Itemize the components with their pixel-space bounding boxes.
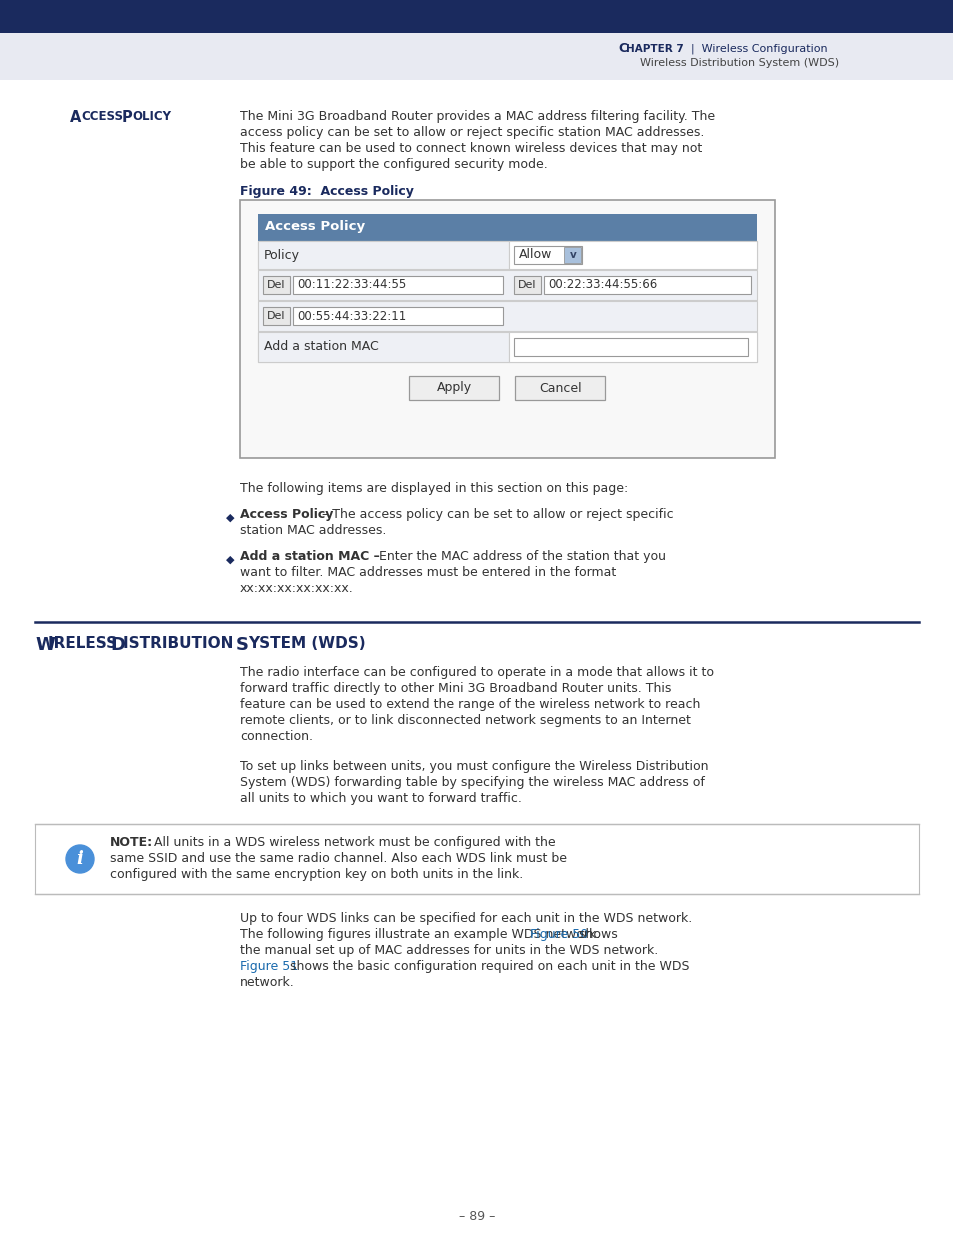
Text: ◆: ◆ [226, 513, 234, 522]
Text: – 89 –: – 89 – [458, 1210, 495, 1223]
Text: station MAC addresses.: station MAC addresses. [240, 524, 386, 537]
Text: all units to which you want to forward traffic.: all units to which you want to forward t… [240, 792, 521, 805]
Text: CCESS: CCESS [81, 110, 123, 124]
Text: P: P [122, 110, 132, 125]
Bar [257, 270, 757, 300]
Text: Apply: Apply [436, 382, 472, 394]
Bar [293, 308, 502, 325]
Text: shows the basic configuration required on each unit in the WDS: shows the basic configuration required o… [285, 960, 688, 973]
Text: Del: Del [267, 280, 286, 290]
Text: same SSID and use the same radio channel. Also each WDS link must be: same SSID and use the same radio channel… [110, 852, 566, 864]
Text: OLICY: OLICY [132, 110, 171, 124]
Text: ISTRIBUTION: ISTRIBUTION [123, 636, 238, 651]
Text: forward traffic directly to other Mini 3G Broadband Router units. This: forward traffic directly to other Mini 3… [240, 682, 671, 695]
Bar [293, 275, 502, 294]
Text: Figure 51: Figure 51 [240, 960, 297, 973]
Bar [35, 824, 918, 894]
Bar [514, 246, 581, 264]
Text: W: W [35, 636, 55, 655]
Text: To set up links between units, you must configure the Wireless Distribution: To set up links between units, you must … [240, 760, 708, 773]
Bar [509, 332, 757, 362]
Text: The following figures illustrate an example WDS network.: The following figures illustrate an exam… [240, 927, 603, 941]
Text: Up to four WDS links can be specified for each unit in the WDS network.: Up to four WDS links can be specified fo… [240, 911, 692, 925]
Text: Access Policy: Access Policy [240, 508, 333, 521]
Text: be able to support the configured security mode.: be able to support the configured securi… [240, 158, 547, 170]
Text: the manual set up of MAC addresses for units in the WDS network.: the manual set up of MAC addresses for u… [240, 944, 658, 957]
Text: connection.: connection. [240, 730, 313, 743]
Text: System (WDS) forwarding table by specifying the wireless MAC address of: System (WDS) forwarding table by specify… [240, 776, 704, 789]
Bar [509, 241, 757, 269]
Bar [514, 275, 540, 294]
Text: configured with the same encryption key on both units in the link.: configured with the same encryption key … [110, 868, 522, 881]
Bar [563, 247, 580, 263]
Text: |  Wireless Configuration: | Wireless Configuration [683, 43, 827, 54]
Text: YSTEM (WDS): YSTEM (WDS) [248, 636, 365, 651]
Text: HAPTER 7: HAPTER 7 [625, 44, 683, 54]
Text: Add a station MAC –: Add a station MAC – [240, 550, 379, 563]
Text: access policy can be set to allow or reject specific station MAC addresses.: access policy can be set to allow or rej… [240, 126, 703, 140]
Text: Add a station MAC: Add a station MAC [264, 341, 378, 353]
Bar [514, 338, 747, 356]
Bar [257, 332, 509, 362]
Bar [257, 241, 509, 269]
Circle shape [66, 845, 94, 873]
Text: Wireless Distribution System (WDS): Wireless Distribution System (WDS) [639, 58, 839, 68]
Bar [257, 301, 757, 331]
Bar [0, 33, 953, 80]
Text: network.: network. [240, 976, 294, 989]
Text: D: D [110, 636, 125, 655]
Text: A: A [70, 110, 81, 125]
Text: ◆: ◆ [226, 555, 234, 564]
Text: i: i [76, 850, 83, 868]
Text: The following items are displayed in this section on this page:: The following items are displayed in thi… [240, 482, 628, 495]
Text: The Mini 3G Broadband Router provides a MAC address filtering facility. The: The Mini 3G Broadband Router provides a … [240, 110, 715, 124]
Bar [257, 241, 757, 269]
Text: IRELESS: IRELESS [48, 636, 122, 651]
Text: Del: Del [517, 280, 537, 290]
Bar [515, 375, 605, 400]
Text: 00:11:22:33:44:55: 00:11:22:33:44:55 [296, 279, 406, 291]
Text: xx:xx:xx:xx:xx:xx.: xx:xx:xx:xx:xx:xx. [240, 582, 354, 595]
Text: Allow: Allow [518, 248, 552, 262]
Text: shows: shows [575, 927, 618, 941]
Text: Access Policy: Access Policy [265, 220, 365, 233]
Text: Policy: Policy [264, 248, 299, 262]
Text: want to filter. MAC addresses must be entered in the format: want to filter. MAC addresses must be en… [240, 566, 616, 579]
Text: Del: Del [267, 311, 286, 321]
Bar [257, 332, 757, 362]
Text: All units in a WDS wireless network must be configured with the: All units in a WDS wireless network must… [150, 836, 555, 848]
Text: – The access policy can be set to allow or reject specific: – The access policy can be set to allow … [317, 508, 673, 521]
Text: Figure 50: Figure 50 [529, 927, 587, 941]
Bar [257, 214, 757, 241]
Bar [543, 275, 750, 294]
Text: v: v [569, 249, 576, 261]
Bar [240, 200, 774, 458]
Text: feature can be used to extend the range of the wireless network to reach: feature can be used to extend the range … [240, 698, 700, 711]
Text: S: S [235, 636, 249, 655]
Bar [0, 0, 953, 33]
Text: remote clients, or to link disconnected network segments to an Internet: remote clients, or to link disconnected … [240, 714, 690, 727]
Text: This feature can be used to connect known wireless devices that may not: This feature can be used to connect know… [240, 142, 701, 156]
Text: The radio interface can be configured to operate in a mode that allows it to: The radio interface can be configured to… [240, 666, 713, 679]
Bar [263, 275, 290, 294]
Text: Figure 49:  Access Policy: Figure 49: Access Policy [240, 185, 414, 198]
Text: 00:22:33:44:55:66: 00:22:33:44:55:66 [547, 279, 657, 291]
Bar [263, 308, 290, 325]
Bar [409, 375, 499, 400]
Text: NOTE:: NOTE: [110, 836, 153, 848]
Text: C: C [618, 42, 626, 56]
Text: Enter the MAC address of the station that you: Enter the MAC address of the station tha… [375, 550, 665, 563]
Text: Cancel: Cancel [538, 382, 581, 394]
Text: 00:55:44:33:22:11: 00:55:44:33:22:11 [296, 310, 406, 322]
